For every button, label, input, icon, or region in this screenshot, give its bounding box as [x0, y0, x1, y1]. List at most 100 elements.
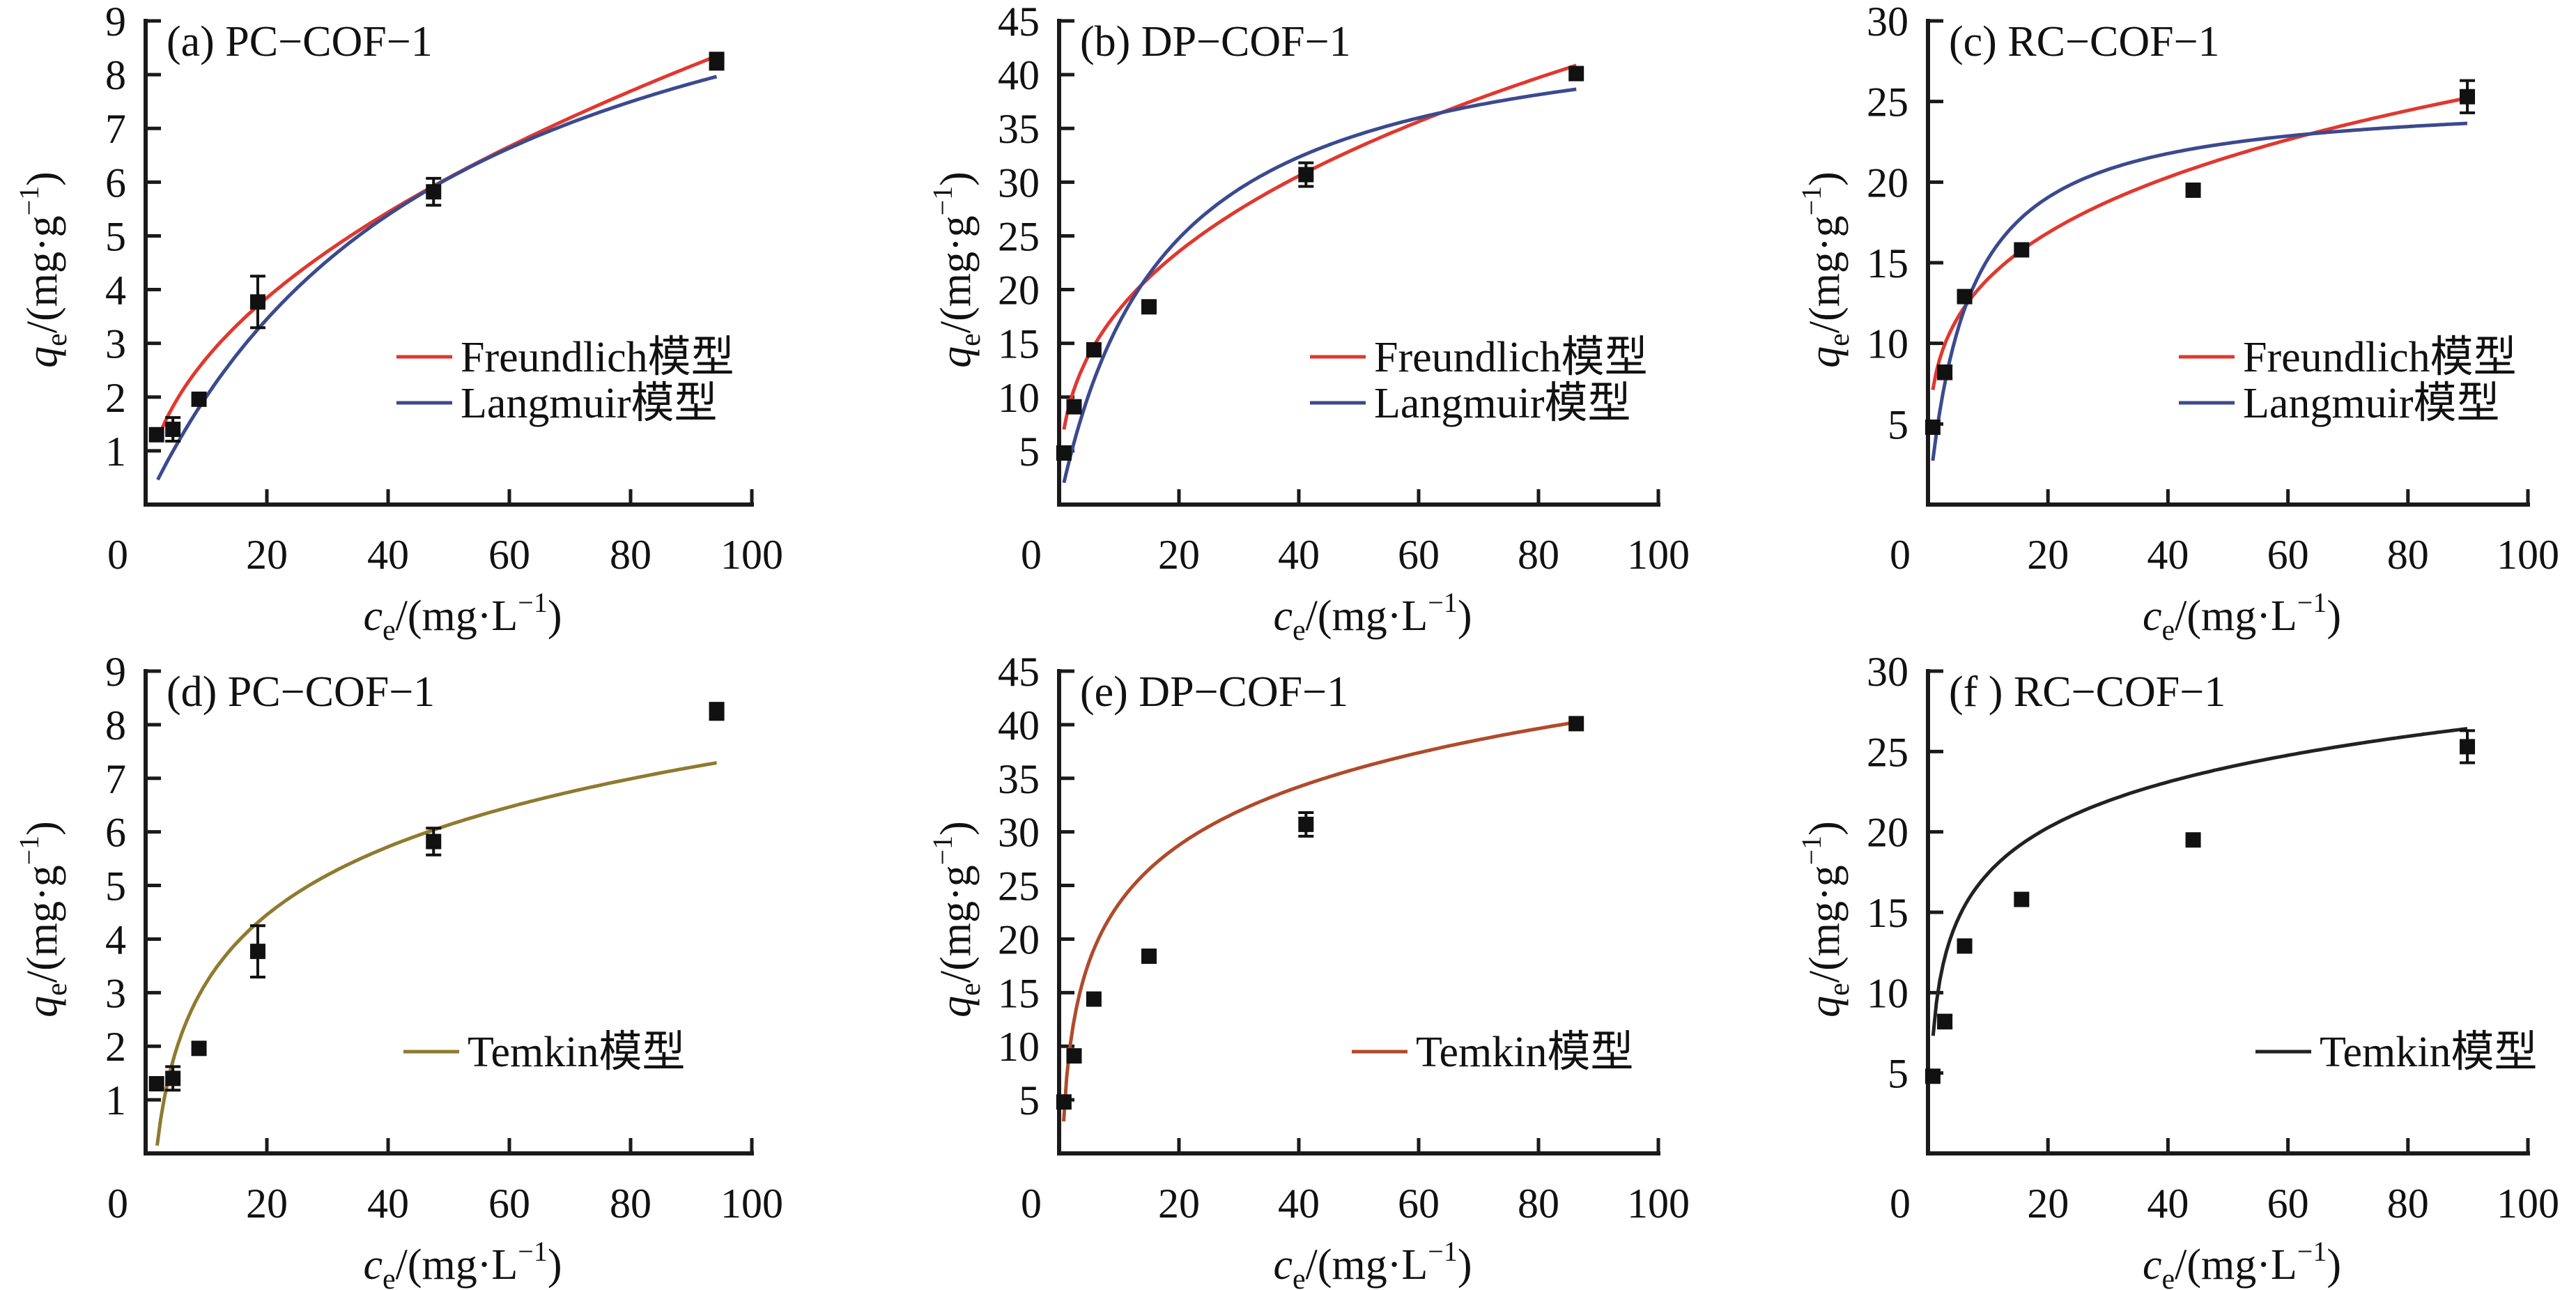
y-tick-label: 5 — [1888, 401, 1908, 447]
y-tick-label: 25 — [1867, 79, 1908, 125]
y-tick-label: 9 — [105, 649, 126, 695]
x-tick-label: 0 — [1890, 532, 1911, 578]
y-axis-subscript: e — [955, 983, 987, 996]
x-axis-unit: /(mg·L — [1306, 592, 1428, 640]
y-axis-subscript: e — [955, 333, 987, 346]
panel-title: (d) PC−COF−1 — [167, 668, 435, 716]
data-point — [1925, 419, 1941, 435]
panel-title: (e) DP−COF−1 — [1080, 668, 1348, 716]
y-axis-title: qe/(mg·g−1) — [927, 821, 987, 1018]
y-tick-label: 30 — [998, 810, 1040, 856]
legend-label-langmuir: Langmuir模型 — [2243, 380, 2500, 427]
y-tick-label: 35 — [998, 756, 1040, 802]
x-tick-label: 0 — [1890, 1181, 1911, 1227]
y-axis-superscript: −1 — [927, 836, 958, 866]
x-tick-label: 100 — [720, 1181, 783, 1227]
y-tick-label: 30 — [1867, 0, 1908, 45]
legend-suffix: 模型 — [631, 380, 718, 427]
x-tick-label: 80 — [610, 1181, 651, 1227]
data-point — [148, 1076, 164, 1092]
legend-suffix: 模型 — [1548, 1029, 1634, 1076]
x-axis-close: ) — [548, 592, 562, 640]
y-tick-label: 5 — [1019, 1077, 1040, 1123]
x-tick-label: 100 — [1627, 1181, 1690, 1227]
y-axis-close: ) — [1801, 821, 1849, 836]
y-axis-unit: /(mg·g — [932, 865, 980, 983]
x-axis-symbol: c — [1273, 1241, 1293, 1289]
x-tick-label: 40 — [2147, 1181, 2189, 1227]
y-tick-label: 10 — [1867, 321, 1908, 367]
data-point — [1925, 1068, 1941, 1084]
x-tick-label: 100 — [2497, 1181, 2559, 1227]
y-axis-close: ) — [19, 821, 66, 836]
y-tick-label: 6 — [105, 810, 126, 856]
y-tick-label: 30 — [1867, 649, 1908, 695]
data-point — [1957, 289, 1973, 305]
legend-suffix: 模型 — [2430, 334, 2517, 381]
legend-suffix: 模型 — [648, 334, 734, 381]
curve-temkin — [155, 761, 717, 1146]
y-tick-label: 25 — [998, 213, 1040, 259]
x-axis-subscript: e — [383, 1264, 396, 1290]
y-tick-label: 20 — [998, 268, 1040, 314]
x-tick-label: 0 — [107, 1181, 128, 1227]
y-tick-label: 25 — [1867, 729, 1908, 775]
x-tick-label: 20 — [1158, 532, 1200, 578]
x-axis-subscript: e — [2162, 1264, 2175, 1290]
y-tick-label: 15 — [998, 321, 1040, 367]
curve-freundlich — [1062, 63, 1577, 430]
x-tick-label: 20 — [2027, 532, 2069, 578]
x-tick-label: 80 — [1518, 1181, 1559, 1227]
y-tick-label: 20 — [1867, 160, 1908, 206]
x-axis-subscript: e — [383, 615, 396, 647]
y-axis-title: qe/(mg·g−1) — [13, 821, 73, 1018]
panel-f: 0 20 40 60 80 10051015202530ce/(mg·L−1)qe/(mg… — [1796, 649, 2559, 1290]
y-axis-symbol: q — [19, 996, 66, 1018]
y-tick-label: 40 — [998, 702, 1040, 748]
x-axis-symbol: c — [1273, 592, 1293, 640]
x-axis-title: ce/(mg·L−1) — [363, 587, 562, 647]
x-axis-symbol: c — [363, 1241, 383, 1289]
data-point — [191, 391, 207, 407]
data-point — [2185, 182, 2201, 198]
x-axis-superscript: −1 — [2297, 587, 2327, 618]
y-tick-label: 3 — [105, 321, 126, 367]
x-axis-subscript: e — [1293, 1264, 1306, 1290]
y-tick-label: 40 — [998, 52, 1040, 98]
data-point — [1937, 1013, 1953, 1029]
panel-title: (a) PC−COF−1 — [167, 18, 433, 66]
data-point — [165, 422, 181, 438]
y-tick-label: 30 — [998, 160, 1040, 206]
y-axis-symbol: q — [19, 346, 66, 368]
x-axis-title: ce/(mg·L−1) — [2143, 1236, 2341, 1290]
data-point — [1568, 66, 1584, 82]
x-tick-label: 60 — [2267, 532, 2309, 578]
data-point — [1957, 938, 1973, 954]
legend-label-langmuir: Langmuir模型 — [1374, 380, 1631, 427]
data-point — [1141, 949, 1157, 965]
x-axis-superscript: −1 — [1428, 587, 1458, 618]
y-tick-label: 15 — [1867, 890, 1908, 936]
legend-label-freundlich: Freundlich模型 — [1374, 334, 1648, 381]
x-tick-label: 0 — [107, 532, 128, 578]
data-point — [1086, 341, 1102, 358]
x-tick-label: 40 — [1278, 532, 1320, 578]
data-point — [2014, 242, 2030, 258]
panel-title: (b) DP−COF−1 — [1080, 18, 1351, 66]
y-tick-label: 45 — [998, 649, 1040, 695]
data-point — [1066, 399, 1082, 415]
x-axis-superscript: −1 — [518, 1236, 548, 1267]
x-tick-label: 20 — [1158, 1181, 1200, 1227]
y-tick-label: 7 — [105, 756, 126, 802]
y-tick-label: 2 — [105, 1024, 126, 1070]
data-point — [1298, 167, 1314, 183]
y-tick-label: 5 — [105, 863, 126, 909]
panel-title: (c) RC−COF−1 — [1949, 18, 2220, 66]
x-tick-label: 80 — [610, 532, 651, 578]
data-point — [426, 184, 442, 200]
y-axis-title: qe/(mg·g−1) — [13, 171, 73, 368]
x-axis-symbol: c — [2143, 1241, 2162, 1289]
curve-temkin — [1062, 720, 1577, 1122]
legend-suffix: 模型 — [599, 1029, 686, 1076]
y-tick-label: 45 — [998, 0, 1040, 45]
